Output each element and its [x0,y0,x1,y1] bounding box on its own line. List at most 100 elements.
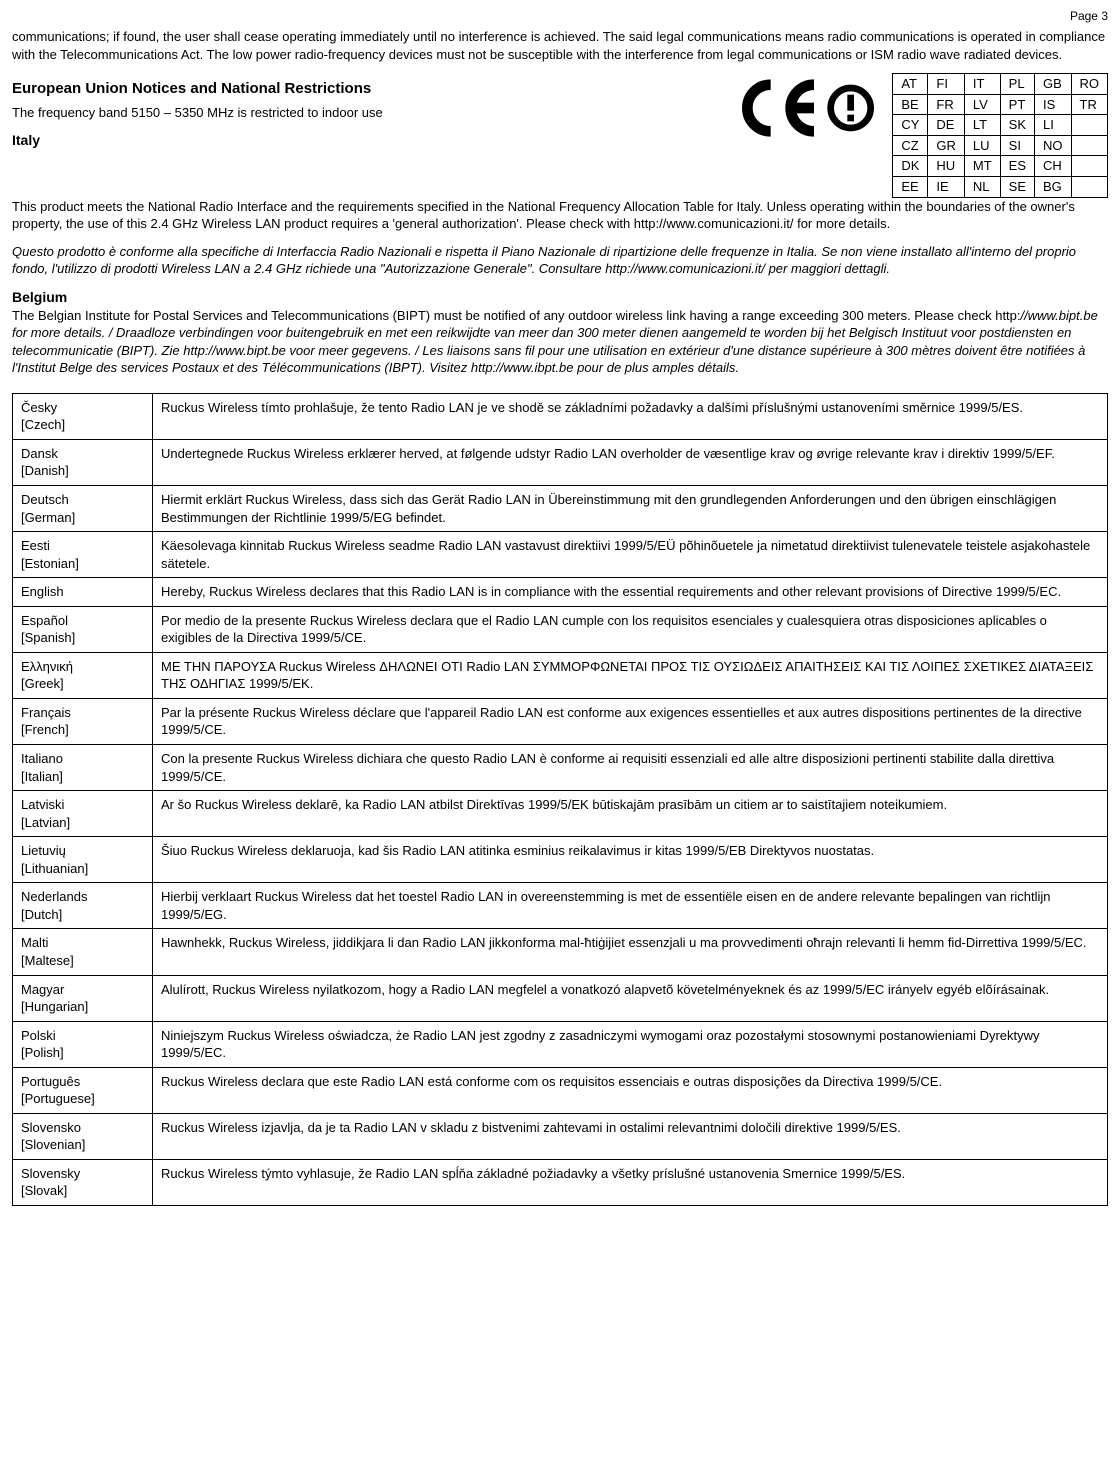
language-cell: Latviski[Latvian] [13,791,153,837]
country-code-table: ATFIITPLGBROBEFRLVPTISTRCYDELTSKLICZGRLU… [892,73,1108,197]
language-cell: Slovensky[Slovak] [13,1159,153,1205]
table-row: Eesti[Estonian]Käesolevaga kinnitab Ruck… [13,532,1108,578]
language-cell: English [13,578,153,607]
eu-band-text: The frequency band 5150 – 5350 MHz is re… [12,104,714,122]
country-cell: LV [964,94,1000,115]
country-cell: PL [1000,74,1034,95]
eu-section-row: European Union Notices and National Rest… [12,73,1108,197]
table-row: Ελληνική[Greek]ΜΕ ΤΗΝ ΠΑΡΟΥΣΑ Ruckus Wir… [13,652,1108,698]
declaration-cell: Hierbij verklaart Ruckus Wireless dat he… [153,883,1108,929]
country-cell: AT [893,74,928,95]
declaration-cell: Käesolevaga kinnitab Ruckus Wireless sea… [153,532,1108,578]
country-cell: BE [893,94,928,115]
table-row: CZGRLUSINO [893,135,1108,156]
table-row: Nederlands[Dutch]Hierbij verklaart Rucku… [13,883,1108,929]
country-cell: LT [964,115,1000,136]
language-cell: Česky[Czech] [13,393,153,439]
table-row: Magyar[Hungarian]Alulírott, Ruckus Wirel… [13,975,1108,1021]
table-row: Deutsch[German]Hiermit erklärt Ruckus Wi… [13,486,1108,532]
country-cell: RO [1071,74,1108,95]
country-cell: BG [1035,177,1072,198]
country-cell: EE [893,177,928,198]
country-cell: IT [964,74,1000,95]
country-cell: LI [1035,115,1072,136]
country-cell: GR [928,135,965,156]
table-row: Slovensky[Slovak]Ruckus Wireless týmto v… [13,1159,1108,1205]
table-row: DKHUMTESCH [893,156,1108,177]
italy-para-1: This product meets the National Radio In… [12,198,1108,233]
language-cell: Polski[Polish] [13,1021,153,1067]
language-cell: Lietuvių[Lithuanian] [13,837,153,883]
eu-heading: European Union Notices and National Rest… [12,79,714,99]
table-row: Lietuvių[Lithuanian]Šiuo Ruckus Wireless… [13,837,1108,883]
country-cell [1071,115,1108,136]
declaration-cell: Por medio de la presente Ruckus Wireless… [153,606,1108,652]
language-cell: Slovensko[Slovenian] [13,1113,153,1159]
table-row: Polski[Polish]Niniejszym Ruckus Wireless… [13,1021,1108,1067]
declaration-cell: Con la presente Ruckus Wireless dichiara… [153,745,1108,791]
language-cell: Dansk[Danish] [13,439,153,485]
language-cell: Português[Portuguese] [13,1067,153,1113]
declaration-cell: Undertegnede Ruckus Wireless erklærer he… [153,439,1108,485]
country-cell: DK [893,156,928,177]
country-cell: IE [928,177,965,198]
declaration-cell: Ruckus Wireless týmto vyhlasuje, že Radi… [153,1159,1108,1205]
language-cell: Deutsch[German] [13,486,153,532]
eu-section-right: ATFIITPLGBROBEFRLVPTISTRCYDELTSKLICZGRLU… [734,73,1108,197]
table-row: Italiano[Italian]Con la presente Ruckus … [13,745,1108,791]
country-cell: LU [964,135,1000,156]
table-row: Español[Spanish]Por medio de la presente… [13,606,1108,652]
country-cell: FR [928,94,965,115]
declaration-cell: Alulírott, Ruckus Wireless nyilatkozom, … [153,975,1108,1021]
table-row: EnglishHereby, Ruckus Wireless declares … [13,578,1108,607]
belgium-heading: Belgium [12,288,1108,307]
declaration-language-table: Česky[Czech]Ruckus Wireless tímto prohla… [12,393,1108,1206]
intro-paragraph: communications; if found, the user shall… [12,28,1108,63]
country-cell [1071,135,1108,156]
language-cell: Español[Spanish] [13,606,153,652]
country-cell: NL [964,177,1000,198]
italy-heading: Italy [12,131,714,150]
language-cell: Nederlands[Dutch] [13,883,153,929]
table-row: Français[French]Par la présente Ruckus W… [13,698,1108,744]
declaration-cell: Šiuo Ruckus Wireless deklaruoja, kad šis… [153,837,1108,883]
country-cell: TR [1071,94,1108,115]
country-cell: CY [893,115,928,136]
table-row: Dansk[Danish]Undertegnede Ruckus Wireles… [13,439,1108,485]
belgium-para: The Belgian Institute for Postal Service… [12,307,1108,377]
country-cell: NO [1035,135,1072,156]
country-cell: SI [1000,135,1034,156]
table-row: Slovensko[Slovenian]Ruckus Wireless izja… [13,1113,1108,1159]
declaration-cell: ΜΕ ΤΗΝ ΠΑΡΟΥΣΑ Ruckus Wireless ΔΗΛΩΝΕΙ Ο… [153,652,1108,698]
language-cell: Eesti[Estonian] [13,532,153,578]
language-cell: Français[French] [13,698,153,744]
language-cell: Magyar[Hungarian] [13,975,153,1021]
country-cell: MT [964,156,1000,177]
language-cell: Italiano[Italian] [13,745,153,791]
country-cell: HU [928,156,965,177]
country-cell: SK [1000,115,1034,136]
declaration-cell: Niniejszym Ruckus Wireless oświadcza, że… [153,1021,1108,1067]
declaration-cell: Ruckus Wireless declara que este Radio L… [153,1067,1108,1113]
declaration-cell: Ar šo Ruckus Wireless deklarē, ka Radio … [153,791,1108,837]
country-cell: ES [1000,156,1034,177]
country-cell: CH [1035,156,1072,177]
country-cell: IS [1035,94,1072,115]
table-row: Malti[Maltese]Hawnhekk, Ruckus Wireless,… [13,929,1108,975]
country-cell: FI [928,74,965,95]
country-cell: DE [928,115,965,136]
declaration-cell: Ruckus Wireless tímto prohlašuje, že ten… [153,393,1108,439]
country-cell: PT [1000,94,1034,115]
table-row: Latviski[Latvian]Ar šo Ruckus Wireless d… [13,791,1108,837]
language-cell: Ελληνική[Greek] [13,652,153,698]
italy-para-2: Questo prodotto è conforme alla specific… [12,243,1108,278]
table-row: ATFIITPLGBRO [893,74,1108,95]
eu-section-left: European Union Notices and National Rest… [12,73,714,150]
country-cell [1071,156,1108,177]
country-cell: SE [1000,177,1034,198]
table-row: Česky[Czech]Ruckus Wireless tímto prohla… [13,393,1108,439]
country-cell: CZ [893,135,928,156]
declaration-cell: Hawnhekk, Ruckus Wireless, jiddikjara li… [153,929,1108,975]
table-row: CYDELTSKLI [893,115,1108,136]
table-row: EEIENLSEBG [893,177,1108,198]
